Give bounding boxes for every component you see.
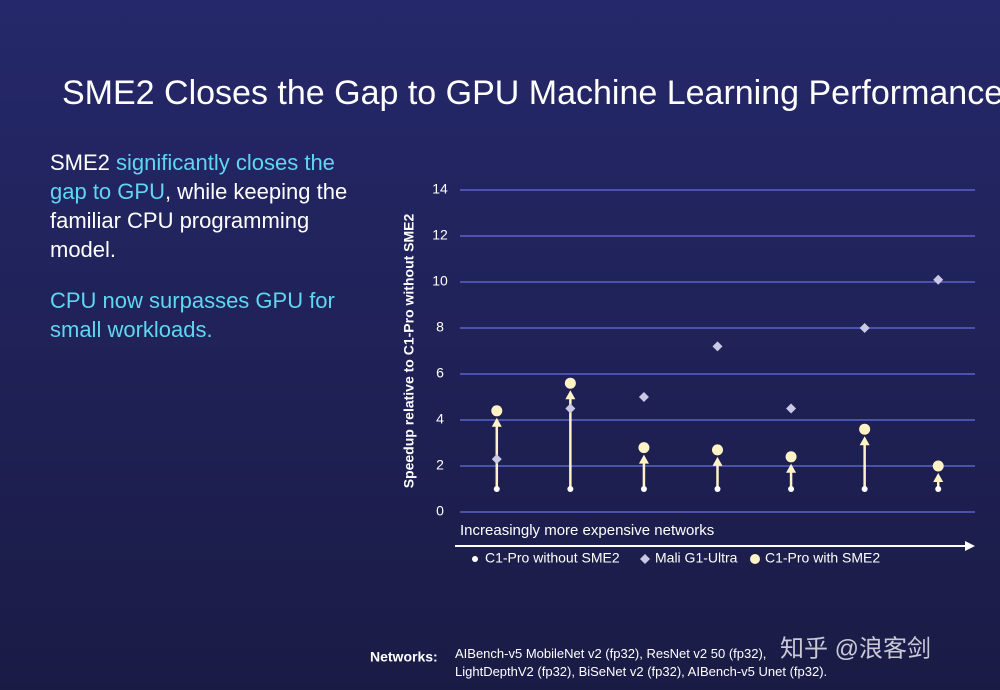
body-text: SME2 significantly closes the gap to GPU… (50, 148, 350, 344)
gpu-diamond (786, 403, 797, 414)
text-run: CPU now surpasses GPU for small workload… (50, 288, 335, 342)
legend-swatch (640, 554, 650, 564)
y-tick-label: 12 (432, 227, 448, 243)
text-run: significantly closes the gap to GPU (50, 150, 335, 204)
baseline-dot (788, 486, 795, 492)
arrowhead (933, 473, 944, 482)
slide-title: SME2 Closes the Gap to GPU Machine Learn… (62, 74, 1000, 112)
gpu-diamond (565, 403, 576, 414)
watermark: 知乎 @浪客剑 (780, 635, 931, 662)
arrowhead (786, 463, 797, 473)
footnote-label: Networks: (370, 649, 438, 665)
gpu-diamond (712, 341, 723, 352)
sme2-dot (712, 444, 723, 456)
sme2-dot (491, 405, 503, 417)
paragraph: CPU now surpasses GPU for small workload… (50, 286, 350, 344)
legend-swatch (472, 556, 478, 562)
text-run: , while keeping the familiar CPU program… (50, 179, 348, 262)
sme2-dot (932, 460, 944, 472)
baseline-dot (493, 486, 500, 492)
arrowhead (859, 436, 870, 446)
legend-label: Mali G1-Ultra (655, 550, 738, 566)
text-run: SME2 (50, 150, 117, 175)
y-tick-label: 6 (436, 365, 444, 381)
baseline-dot (935, 486, 942, 492)
arrowhead (638, 454, 649, 464)
footnote-box: AIBench-v5 MobileNet v2 (fp32), ResNet v… (455, 646, 828, 679)
body-box: SME2 significantly closes the gap to GPU… (50, 148, 350, 344)
baseline-dot (567, 486, 574, 492)
y-tick-label: 8 (436, 319, 444, 335)
y-tick-label: 4 (436, 411, 444, 427)
baseline-dot (861, 486, 868, 492)
sme2-dot (564, 377, 576, 389)
footnote-text: AIBench-v5 MobileNet v2 (fp32), ResNet v… (455, 646, 828, 679)
gpu-diamond (933, 274, 944, 285)
sme2-dot (785, 451, 797, 463)
chart: 0 2 4 6 8 10 12 14 Speedup relative to C1-Pro wi… (401, 181, 975, 566)
y-tick-label: 14 (432, 181, 448, 197)
x-axis-arrowhead (965, 541, 975, 551)
sme2-dot (859, 423, 871, 435)
gpu-diamond (491, 454, 502, 465)
arrowhead (712, 456, 723, 466)
x-axis-label: Increasingly more expensive networks (460, 522, 714, 539)
legend-label: C1-Pro without SME2 (485, 550, 620, 566)
gpu-diamond (638, 392, 649, 402)
baseline-dot (640, 486, 647, 492)
paragraph: SME2 significantly closes the gap to GPU… (50, 148, 350, 264)
legend-swatch (750, 554, 760, 564)
y-tick-label: 2 (436, 457, 444, 473)
gpu-diamond (859, 323, 870, 333)
y-tick-label: 0 (436, 503, 444, 519)
y-axis-label: Speedup relative to C1-Pro without SME2 (401, 213, 417, 488)
sme2-dot (638, 442, 650, 454)
arrowhead (491, 417, 502, 427)
baseline-dot (714, 486, 721, 492)
legend-label: C1-Pro with SME2 (765, 550, 880, 566)
y-tick-label: 10 (432, 273, 448, 289)
arrowhead (565, 390, 576, 400)
